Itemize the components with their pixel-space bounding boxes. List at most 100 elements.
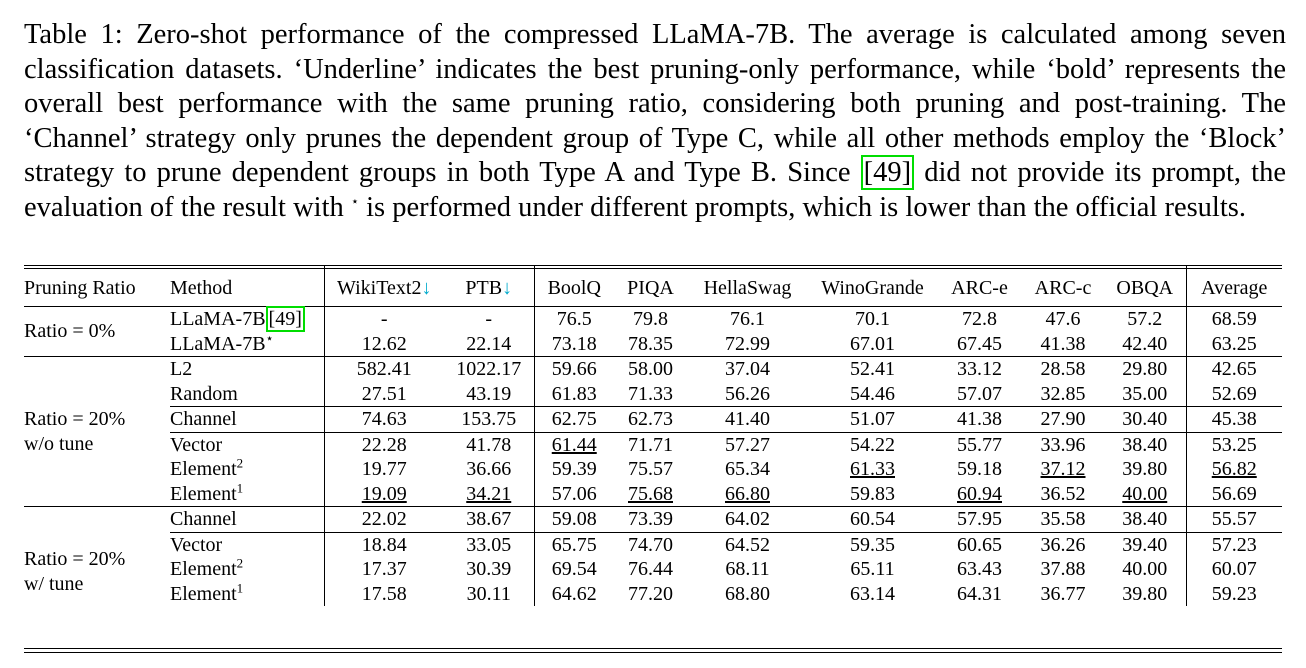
header-ptb: PTB↓ [465,276,513,299]
arc-e-value: 33.12 [937,356,1022,382]
obqa-value: 38.40 [1104,506,1186,532]
method-cell: LLaMA-7B [49] [170,306,324,332]
arc-e-value: 55.77 [937,431,1022,457]
piqa-value: 71.33 [628,382,673,405]
header-piqa: PIQA [627,276,674,299]
obqa-value: 39.80 [1122,582,1168,605]
ptb-value: - [444,306,534,332]
ptb-value: 30.11 [466,582,511,605]
average-value: 56.69 [1185,481,1282,507]
piqa-value: 77.20 [628,582,673,605]
boolq-value: 59.39 [533,457,614,482]
method-cell: Vector [170,431,324,457]
wikitext2-value: 17.37 [323,557,444,582]
group-ratio-2: Ratio = 20% w/ tune [24,506,170,606]
winogrande-value: 67.01 [850,332,895,355]
winogrande-value: 63.14 [850,582,895,605]
table-bottom-rule [24,648,1282,653]
boolq-value: 61.44 [533,431,614,457]
arc-e-value: 57.95 [937,506,1022,532]
winogrande-value: 60.54 [808,506,937,532]
average-value: 56.82 [1185,457,1282,482]
header-wikitext2: WikiText2↓ [323,266,444,307]
obqa-value: 57.2 [1104,306,1186,332]
average-value: 45.38 [1185,406,1282,432]
average-value: 63.25 [1185,331,1282,357]
hellaswag-value: 64.52 [687,531,808,557]
winogrande-value: 51.07 [808,406,937,432]
obqa-value: 40.00 [1122,482,1168,505]
header-hellaswag: HellaSwag [703,276,792,299]
arc-c-value: 27.90 [1022,406,1104,432]
table-row: LLaMA-7B⋆ 12.62 22.14 73.18 78.35 72.99 … [24,331,1282,357]
winogrande-value: 52.41 [808,356,937,382]
wikitext2-value: 17.58 [323,581,444,606]
arc-c-value: 32.85 [1040,382,1086,405]
arc-e-value: 59.18 [957,458,1002,480]
obqa-value: 38.40 [1104,431,1186,457]
table-row: Element2 17.37 30.39 69.54 76.44 68.11 6… [24,555,1282,582]
table-top-rule [24,265,1282,269]
piqa-value: 73.39 [614,506,687,532]
table-row: Vector 22.28 41.78 61.44 71.71 57.27 54.… [24,431,1282,457]
average-value: 60.07 [1185,557,1282,582]
method-cell: Channel [170,406,324,432]
boolq-value: 59.66 [533,356,614,382]
piqa-value: 75.57 [628,458,673,480]
header-arc-c: ARC-c [1034,276,1092,299]
obqa-value: 29.80 [1104,356,1186,382]
boolq-value: 61.83 [533,381,614,407]
arc-c-value: 37.88 [1040,558,1086,580]
method-cell: Element2 [170,555,244,580]
winogrande-value: 54.22 [808,431,937,457]
piqa-value: 62.73 [614,406,687,432]
obqa-value: 42.40 [1122,332,1168,355]
hellaswag-value: 65.34 [725,458,770,480]
caption-text-2: did not provide its prompt, the evaluati… [24,157,1286,223]
wikitext2-value: 22.02 [323,506,444,532]
piqa-value: 75.68 [628,482,673,505]
caption-text-3: is performed under different prompts, wh… [359,191,1246,223]
ptb-value: 30.39 [466,558,512,580]
header-pruning-ratio: Pruning Ratio [24,276,136,299]
header-method: Method [170,276,233,299]
obqa-value: 40.00 [1122,558,1168,580]
citation-link[interactable]: [49] [265,306,305,332]
average-value: 68.59 [1185,306,1282,332]
arc-c-value: 36.26 [1022,531,1104,557]
arc-e-value: 63.43 [957,558,1002,580]
wikitext2-value: - [323,306,444,332]
piqa-value: 76.44 [628,558,673,580]
arc-e-value: 41.38 [937,406,1022,432]
citation-link[interactable]: [49] [860,155,915,191]
ptb-value: 38.67 [444,506,534,532]
hellaswag-value: 56.26 [725,382,770,405]
arc-e-value: 60.94 [957,482,1002,505]
arc-e-value: 57.07 [957,382,1002,405]
header-row: Pruning Ratio Method WikiText2↓ PTB↓ Boo… [24,266,1282,307]
star-symbol: ⋆ [350,193,360,209]
method-cell: Element1 [170,479,244,505]
ptb-value: 41.78 [444,431,534,457]
method-cell: Element2 [170,455,244,480]
table-caption: Table 1: Zero-shot performance of the co… [24,18,1286,226]
arc-c-value: 35.58 [1022,506,1104,532]
winogrande-value: 59.83 [850,482,895,505]
obqa-value: 35.00 [1122,382,1168,405]
table-row: Element1 19.09 34.21 57.06 75.68 66.80 5… [24,479,1282,507]
average-value: 59.23 [1185,581,1282,606]
hellaswag-value: 64.02 [687,506,808,532]
caption-text-1: Zero-shot performance of the compressed … [24,19,1286,189]
boolq-value: 73.18 [533,331,614,357]
ptb-value: 33.05 [444,531,534,557]
down-arrow-icon: ↓ [502,276,513,299]
results-table: Pruning Ratio Method WikiText2↓ PTB↓ Boo… [24,266,1282,606]
obqa-value: 30.40 [1104,406,1186,432]
table-row: Ratio = 20% w/o tune L2 582.41 1022.17 59… [24,356,1282,507]
winogrande-value: 54.46 [850,382,895,405]
wikitext2-value: 12.62 [323,331,444,357]
boolq-value: 59.08 [533,506,614,532]
hellaswag-value: 72.99 [725,332,770,355]
wikitext2-value: 74.63 [323,406,444,432]
wikitext2-value: 19.09 [323,481,444,507]
